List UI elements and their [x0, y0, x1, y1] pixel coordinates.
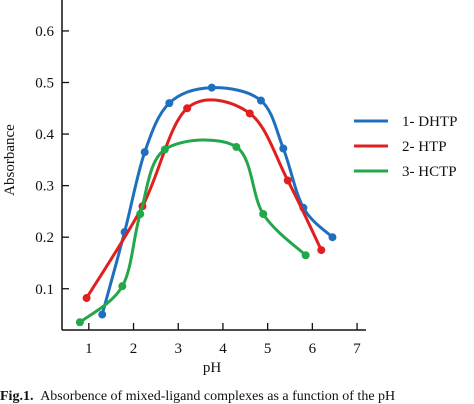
legend: 1- DHTP 2- HTP 3- HCTP — [354, 114, 457, 180]
data-point-dhtp — [328, 233, 337, 242]
data-point-hctp — [75, 318, 84, 327]
x-tick-label: 5 — [264, 341, 272, 357]
data-point-htp — [82, 294, 91, 303]
data-point-htp — [183, 104, 192, 113]
data-point-htp — [245, 109, 254, 118]
data-point-hctp — [136, 209, 145, 218]
x-tick-label: 1 — [85, 341, 93, 357]
x-tick-label: 7 — [353, 341, 361, 357]
data-point-dhtp — [256, 96, 265, 105]
data-point-htp — [283, 176, 292, 185]
legend-label-dhtp: 1- DHTP — [402, 114, 457, 130]
data-point-hctp — [118, 282, 127, 291]
series-layer — [75, 83, 337, 327]
legend-label-htp: 2- HTP — [402, 139, 447, 155]
x-tick-label: 2 — [130, 341, 138, 357]
caption-text: Absorbence of mixed-ligand complexes as … — [40, 389, 395, 404]
data-point-hctp — [301, 251, 310, 260]
series-line-dhtp — [100, 86, 334, 316]
data-point-hctp — [160, 145, 169, 154]
y-tick-label: 0.3 — [35, 179, 54, 195]
data-point-dhtp — [98, 310, 107, 319]
series-line-htp — [85, 98, 323, 300]
caption-label: Fig.1. — [0, 389, 33, 404]
data-point-dhtp — [165, 99, 174, 108]
data-point-hctp — [259, 209, 268, 218]
x-ticks: 1 2 3 4 5 6 7 — [85, 323, 361, 357]
data-point-dhtp — [140, 148, 149, 157]
data-point-hctp — [232, 142, 241, 151]
axes — [61, 0, 366, 331]
y-axis-title: Absorbance — [2, 124, 18, 196]
x-axis-title: pH — [203, 360, 222, 376]
y-ticks: 0.1 0.2 0.3 0.4 0.5 0.6 — [35, 24, 69, 298]
x-tick-label: 6 — [309, 341, 317, 357]
y-tick-label: 0.4 — [35, 127, 54, 143]
figure-caption: Fig.1. Absorbence of mixed-ligand comple… — [0, 389, 395, 404]
y-tick-label: 0.6 — [35, 24, 54, 40]
data-point-dhtp — [279, 144, 288, 153]
x-tick-label: 4 — [219, 341, 227, 357]
y-tick-label: 0.1 — [35, 282, 54, 298]
data-point-htp — [317, 246, 326, 255]
y-tick-label: 0.2 — [35, 230, 54, 246]
x-tick-label: 3 — [174, 341, 182, 357]
data-point-dhtp — [207, 83, 216, 92]
legend-label-hctp: 3- HCTP — [402, 164, 457, 180]
y-tick-label: 0.5 — [35, 76, 54, 92]
series-line-hctp — [78, 138, 308, 324]
